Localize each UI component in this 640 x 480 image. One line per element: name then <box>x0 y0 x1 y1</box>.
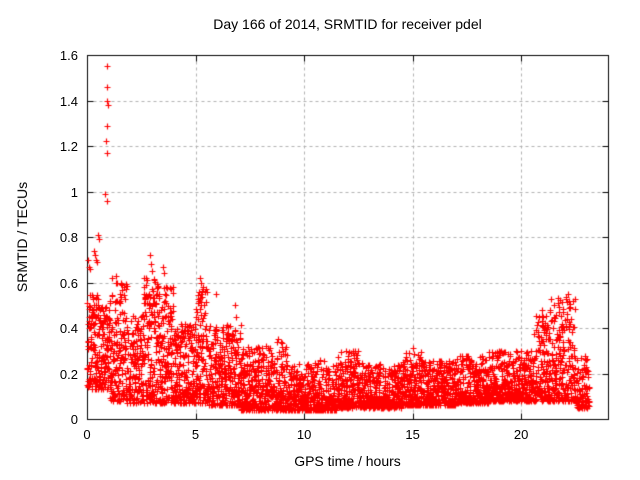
y-tick-label: 1.2 <box>59 139 78 154</box>
chart-title: Day 166 of 2014, SRMTID for receiver pde… <box>213 16 482 32</box>
x-tick-label: 0 <box>83 427 91 442</box>
y-tick-label: 1 <box>70 184 78 200</box>
y-tick-label: 0.6 <box>59 275 78 291</box>
y-tick-label: 0.8 <box>59 230 78 245</box>
x-tick-label: 15 <box>405 427 420 442</box>
y-tick-label: 0 <box>70 412 78 427</box>
x-tick-label: 5 <box>191 427 200 442</box>
y-tick-label: 1.6 <box>59 48 78 63</box>
y-tick-label: 1.4 <box>59 93 78 109</box>
y-tick-label: 0.4 <box>59 321 78 336</box>
x-axis-label: GPS time / hours <box>294 453 401 469</box>
y-axis-label: SRMTID / TECUs <box>14 181 30 293</box>
x-tick-label: 10 <box>296 427 312 442</box>
y-tick-label: 0.2 <box>59 366 78 382</box>
x-tick-label: 20 <box>513 427 529 442</box>
